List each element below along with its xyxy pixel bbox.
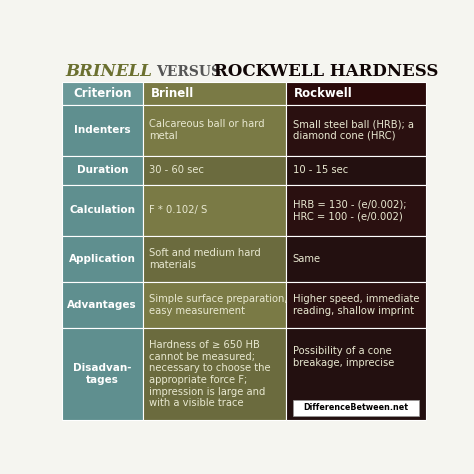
Bar bbox=[143, 328, 286, 420]
Bar bbox=[143, 185, 286, 236]
Text: F * 0.102/ S: F * 0.102/ S bbox=[149, 205, 208, 215]
Text: Higher speed, immediate
reading, shallow imprint: Higher speed, immediate reading, shallow… bbox=[292, 294, 419, 316]
Text: Rockwell: Rockwell bbox=[294, 87, 353, 100]
Bar bbox=[143, 155, 286, 185]
Text: Duration: Duration bbox=[76, 165, 128, 175]
Text: Brinell: Brinell bbox=[151, 87, 194, 100]
Bar bbox=[286, 328, 426, 420]
Text: Soft and medium hard
materials: Soft and medium hard materials bbox=[149, 248, 261, 270]
Text: Same: Same bbox=[292, 254, 320, 264]
Bar bbox=[286, 282, 426, 328]
Bar bbox=[62, 185, 143, 236]
Bar bbox=[143, 105, 286, 155]
Text: DifferenceBetween.net: DifferenceBetween.net bbox=[303, 403, 409, 412]
Text: Criterion: Criterion bbox=[73, 87, 131, 100]
Text: Possibility of a cone
breakage, imprecise: Possibility of a cone breakage, imprecis… bbox=[292, 346, 394, 368]
Bar bbox=[286, 236, 426, 282]
Text: Simple surface preparation,
easy measurement: Simple surface preparation, easy measure… bbox=[149, 294, 288, 316]
Bar bbox=[293, 400, 419, 417]
Text: Indenters: Indenters bbox=[74, 125, 130, 135]
Text: BRINELL: BRINELL bbox=[65, 63, 153, 80]
Bar bbox=[286, 105, 426, 155]
Text: Calculation: Calculation bbox=[69, 205, 135, 215]
Text: Advantages: Advantages bbox=[67, 300, 137, 310]
Bar bbox=[286, 82, 426, 105]
Text: HRB = 130 - (e/0.002);
HRC = 100 - (e/0.002): HRB = 130 - (e/0.002); HRC = 100 - (e/0.… bbox=[292, 200, 406, 221]
Text: Small steel ball (HRB); a
diamond cone (HRC): Small steel ball (HRB); a diamond cone (… bbox=[292, 119, 413, 141]
Bar bbox=[62, 155, 143, 185]
Text: 30 - 60 sec: 30 - 60 sec bbox=[149, 165, 204, 175]
Bar bbox=[62, 82, 143, 105]
Text: Disadvan-
tages: Disadvan- tages bbox=[73, 364, 131, 385]
Bar bbox=[62, 282, 143, 328]
Bar bbox=[143, 82, 286, 105]
Text: VERSUS: VERSUS bbox=[156, 64, 221, 79]
Bar bbox=[143, 236, 286, 282]
Bar bbox=[286, 155, 426, 185]
Bar bbox=[62, 236, 143, 282]
Text: Application: Application bbox=[69, 254, 136, 264]
Text: Hardness of ≥ 650 HB
cannot be measured;
necessary to choose the
appropriate for: Hardness of ≥ 650 HB cannot be measured;… bbox=[149, 340, 271, 408]
Bar bbox=[62, 105, 143, 155]
Text: ROCKWELL HARDNESS: ROCKWELL HARDNESS bbox=[214, 63, 438, 80]
Text: 10 - 15 sec: 10 - 15 sec bbox=[292, 165, 348, 175]
Text: Calcareous ball or hard
metal: Calcareous ball or hard metal bbox=[149, 119, 265, 141]
Bar bbox=[286, 185, 426, 236]
Bar bbox=[143, 282, 286, 328]
Bar bbox=[62, 328, 143, 420]
